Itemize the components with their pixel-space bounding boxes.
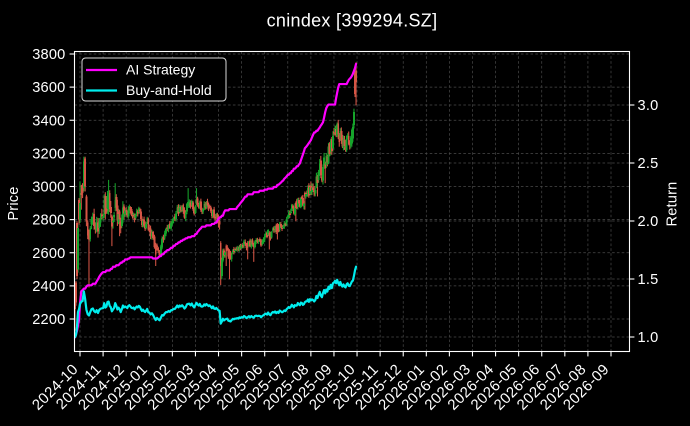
svg-text:1.5: 1.5 (638, 272, 659, 288)
svg-text:2400: 2400 (32, 279, 65, 295)
svg-text:cnindex [399294.SZ]: cnindex [399294.SZ] (267, 11, 438, 31)
svg-text:3800: 3800 (32, 47, 65, 63)
svg-text:2.5: 2.5 (638, 156, 659, 172)
svg-text:2800: 2800 (32, 213, 65, 229)
svg-text:3600: 3600 (32, 80, 65, 96)
svg-text:3.0: 3.0 (638, 98, 659, 114)
svg-text:Buy-and-Hold: Buy-and-Hold (126, 82, 212, 98)
svg-text:AI Strategy: AI Strategy (126, 62, 195, 78)
svg-text:3200: 3200 (32, 146, 65, 162)
svg-text:Return: Return (665, 181, 681, 226)
svg-text:2.0: 2.0 (638, 214, 659, 230)
svg-text:2200: 2200 (32, 312, 65, 328)
svg-text:2600: 2600 (32, 246, 65, 262)
svg-text:3400: 3400 (32, 113, 65, 129)
svg-text:1.0: 1.0 (638, 330, 659, 346)
svg-text:3000: 3000 (32, 180, 65, 196)
svg-text:Price: Price (6, 186, 22, 220)
